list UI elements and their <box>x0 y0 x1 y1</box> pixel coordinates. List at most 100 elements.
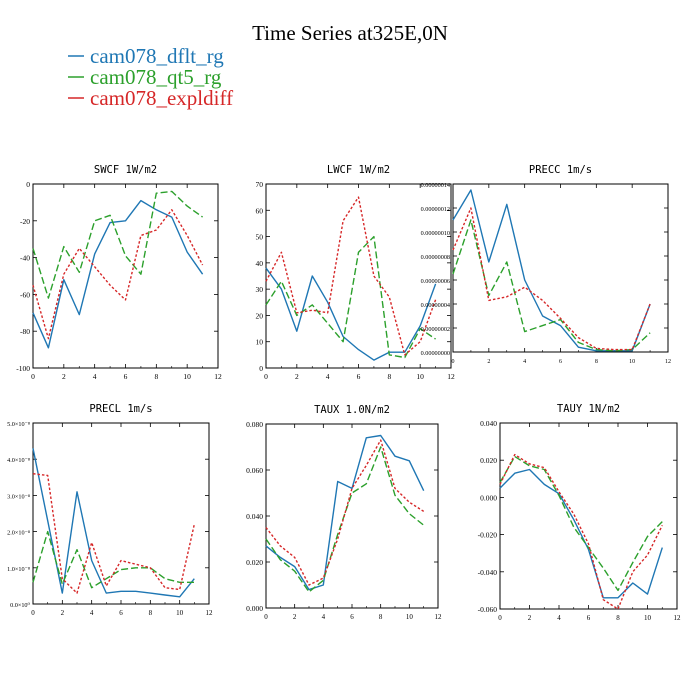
series-line-2 <box>499 453 663 610</box>
plot-frame <box>32 183 219 369</box>
series-line-0 <box>32 199 204 349</box>
panel-0: SWCF 1W/m2 0 2 4 6 8 10 12 0 -20 -40 -60 -80 -100 <box>16 164 222 381</box>
y-tick-label: -100 <box>16 364 30 373</box>
x-tick-label: 6 <box>357 372 361 381</box>
x-tick-label: 10 <box>406 613 414 621</box>
y-tick-label: 0 <box>259 364 263 373</box>
y-tick-label: 0.0×10⁰ <box>10 602 30 609</box>
x-tick-label: 12 <box>206 609 214 617</box>
y-tick-label: -80 <box>20 327 30 336</box>
x-tick-label: 0 <box>31 372 35 381</box>
x-tick-label: 12 <box>435 613 443 621</box>
y-tick-label: 0.00000006 <box>421 278 450 285</box>
x-tick-label: 4 <box>557 614 561 622</box>
series-line-2 <box>32 473 195 594</box>
x-tick-label: 0 <box>498 614 502 622</box>
x-tick-label: 10 <box>183 372 191 381</box>
series-line-1 <box>265 446 425 593</box>
figure-title: Time Series at325E,0N <box>252 21 448 45</box>
x-tick-label: 8 <box>616 614 620 622</box>
legend-entry-0: cam078_dflt_rg <box>68 44 224 68</box>
series-line-2 <box>265 439 425 586</box>
series-line-0 <box>265 434 425 591</box>
y-tick-label: 0.00000010 <box>421 230 450 237</box>
y-tick-label: -0.040 <box>478 568 498 577</box>
x-tick-label: 10 <box>416 372 424 381</box>
y-tick-label: 2.0×10⁻⁸ <box>7 530 30 537</box>
y-tick-label: -0.060 <box>478 605 498 614</box>
y-tick-label: 10 <box>256 338 264 347</box>
legend-entry-1: cam078_qt5_rg <box>68 65 222 89</box>
series-line-1 <box>499 455 663 592</box>
y-tick-label: 4.0×10⁻⁸ <box>7 457 30 464</box>
series-line-2 <box>265 196 437 356</box>
x-tick-label: 8 <box>379 613 383 621</box>
series-line-0 <box>32 448 195 598</box>
plot-frame <box>499 422 678 610</box>
series-line-2 <box>32 209 204 340</box>
x-tick-label: 0 <box>31 609 35 617</box>
y-tick-label: 0.00000002 <box>421 326 450 333</box>
y-tick-label: 3.0×10⁻⁸ <box>7 493 30 500</box>
panel-title: SWCF 1W/m2 <box>94 164 157 176</box>
x-tick-label: 2 <box>295 372 299 381</box>
x-tick-label: 4 <box>523 359 526 365</box>
panel-4: TAUX 1.0N/m2 0 2 4 6 8 10 12 0.000 0.020 0.040 0.06… <box>246 404 442 621</box>
x-tick-label: 8 <box>154 372 158 381</box>
y-tick-label: 0.040 <box>246 512 263 521</box>
panel-5: TAUY 1N/m2 0 2 4 6 8 10 12 0.040 0.020 0.000 -0.020… <box>478 403 681 622</box>
series-line-0 <box>265 267 437 361</box>
plot-frame <box>452 183 669 353</box>
x-tick-label: 10 <box>629 359 635 365</box>
panel-title: PRECC 1m/s <box>529 164 592 176</box>
y-tick-label: 1.0×10⁻⁸ <box>7 566 30 573</box>
series-line-0 <box>499 468 663 599</box>
x-tick-label: 8 <box>387 372 391 381</box>
series-line-1 <box>32 190 204 299</box>
y-tick-label: 0.00000000 <box>421 350 450 357</box>
y-tick-label: 0.060 <box>246 466 263 475</box>
x-tick-label: 12 <box>674 614 682 622</box>
y-tick-label: 50 <box>256 233 264 242</box>
y-tick-label: 70 <box>256 180 264 189</box>
x-tick-label: 2 <box>62 372 66 381</box>
legend: cam078_dflt_rg cam078_qt5_rg cam078_expl… <box>68 44 233 110</box>
y-tick-label: -40 <box>20 254 30 263</box>
y-tick-label: 0 <box>26 180 30 189</box>
x-tick-label: 12 <box>214 372 222 381</box>
y-tick-label: 0.00000004 <box>421 302 450 309</box>
y-tick-label: 30 <box>256 285 264 294</box>
y-tick-label: -0.020 <box>478 531 498 540</box>
legend-label-2: cam078_expldiff <box>90 86 233 110</box>
panel-title: TAUY 1N/m2 <box>557 403 620 415</box>
panel-1: LWCF 1W/m2 0 2 4 6 8 10 12 0 10 20 30 40 50 60 70 <box>256 164 456 381</box>
x-tick-label: 6 <box>119 609 123 617</box>
y-tick-label: 0.020 <box>480 456 497 465</box>
y-tick-label: 0.00000008 <box>421 254 450 261</box>
y-tick-label: 0.020 <box>246 558 263 567</box>
y-tick-label: 0.040 <box>480 419 497 428</box>
y-tick-label: 40 <box>256 259 264 268</box>
x-tick-label: 4 <box>93 372 97 381</box>
y-tick-label: -20 <box>20 217 30 226</box>
x-tick-label: 10 <box>176 609 184 617</box>
legend-entry-2: cam078_expldiff <box>68 86 233 110</box>
x-tick-label: 8 <box>149 609 153 617</box>
x-tick-label: 8 <box>595 359 598 365</box>
x-tick-label: 0 <box>452 359 455 365</box>
panel-2: PRECC 1m/s 0 2 4 6 8 10 12 0.00000000 0.00000002 0… <box>421 164 671 365</box>
x-tick-label: 2 <box>293 613 297 621</box>
x-tick-label: 6 <box>350 613 354 621</box>
y-tick-label: -60 <box>20 290 30 299</box>
y-tick-label: 20 <box>256 311 264 320</box>
y-tick-label: 5.0×10⁻⁸ <box>7 421 30 428</box>
x-tick-label: 12 <box>447 372 455 381</box>
x-tick-label: 0 <box>264 613 268 621</box>
y-tick-label: 0.000 <box>480 493 497 502</box>
panel-title: TAUX 1.0N/m2 <box>314 404 390 416</box>
y-tick-label: 0.000 <box>246 604 263 613</box>
x-tick-label: 4 <box>326 372 330 381</box>
y-tick-label: 0.080 <box>246 420 263 429</box>
panel-title: PRECL 1m/s <box>89 403 152 415</box>
